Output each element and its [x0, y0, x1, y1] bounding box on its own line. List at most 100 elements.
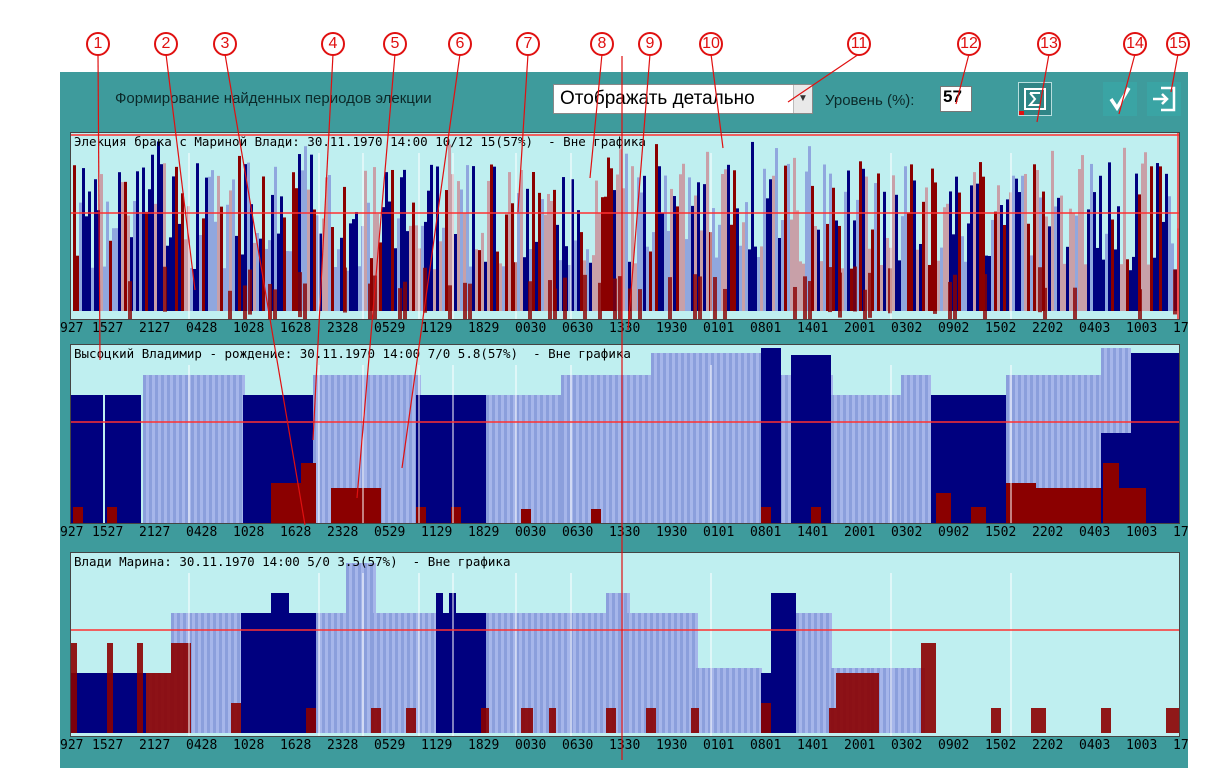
chart-bar	[145, 211, 148, 311]
chart-bar	[501, 613, 504, 733]
chart-bar	[904, 166, 907, 311]
axis-tick-label: 1330	[609, 525, 641, 540]
chart-bar	[1120, 264, 1123, 311]
sum-button[interactable]	[1018, 82, 1052, 116]
chart-bar	[781, 220, 784, 311]
chart-bar	[808, 613, 811, 733]
axis-tick-label: 1628	[280, 321, 312, 336]
chart-bar	[271, 593, 281, 733]
chart-bar	[641, 613, 644, 733]
chart-bar	[1081, 375, 1084, 523]
chart-bar	[738, 668, 741, 733]
chart-bar	[840, 395, 843, 523]
chart-bar	[922, 375, 925, 523]
axis-tick-label: 0801	[750, 525, 782, 540]
chart-bar	[331, 375, 334, 523]
chart-bar	[319, 375, 322, 523]
chart-bar	[492, 395, 495, 523]
chart-bar	[1084, 264, 1087, 311]
chart-bar	[198, 613, 201, 733]
chart-bar	[219, 613, 222, 733]
chart-bar	[723, 288, 727, 319]
chart-bar	[907, 212, 910, 311]
axis-tick-label: 1003	[1126, 738, 1158, 753]
chart-bar	[328, 175, 331, 311]
chart-bar	[529, 249, 532, 311]
chart-bar	[669, 353, 672, 523]
chart-bar	[247, 162, 250, 311]
chart-bar	[406, 375, 409, 523]
chart-bar	[236, 375, 239, 523]
chart-bar	[688, 177, 691, 311]
chart-bar	[1039, 197, 1042, 311]
chart-bar	[687, 353, 690, 523]
chart-bar	[802, 613, 805, 733]
chart-bar	[750, 668, 753, 733]
chart-bar	[331, 488, 381, 523]
chart-bar	[457, 181, 460, 311]
chart-bar	[624, 375, 627, 523]
time-axis: 927 1527 2127 0428 1028 1628 2328 0529 1129 1829 0…	[60, 738, 1188, 756]
chart-bar	[97, 210, 100, 311]
axis-tick-label: 1829	[468, 525, 500, 540]
chart-bar	[448, 285, 452, 319]
chart-bar	[149, 375, 152, 523]
chart-bar	[328, 613, 331, 733]
chart-bar	[895, 194, 898, 311]
axis-tick-label: 0529	[374, 525, 406, 540]
chart-bar	[143, 375, 146, 523]
axis-tick-label: 0902	[938, 525, 970, 540]
chart-bar	[526, 188, 529, 311]
chart-bar	[199, 235, 202, 311]
chart-bar	[723, 668, 726, 733]
chart-bar	[647, 613, 650, 733]
chart-bar	[1048, 226, 1051, 311]
chart-bar	[343, 375, 346, 523]
chart-bar	[436, 613, 486, 733]
chart-bar	[528, 395, 531, 523]
chart-bar	[137, 643, 143, 733]
chart-bar	[555, 395, 558, 523]
chart-bar	[720, 353, 723, 523]
chart-bar	[1063, 375, 1066, 523]
chart-bar	[364, 563, 367, 733]
chart-bar	[382, 375, 385, 523]
chart-bar	[582, 613, 585, 733]
chart-bar	[564, 613, 567, 733]
axis-tick-label: 0529	[374, 738, 406, 753]
chart-bar	[519, 395, 522, 523]
chart-bar	[549, 613, 552, 733]
axis-tick-label: 1502	[985, 321, 1017, 336]
chart-bar	[591, 375, 594, 523]
chart-bar	[838, 225, 841, 311]
chart-bar	[1075, 375, 1078, 523]
chart-bar	[397, 375, 400, 523]
chart-bar	[521, 509, 531, 523]
callout-marker: 11	[847, 32, 871, 56]
chart-bar	[910, 668, 913, 733]
chart-bar	[1156, 163, 1159, 311]
chart-bar	[961, 236, 964, 311]
chart-bar	[510, 395, 513, 523]
chart-bar	[201, 613, 204, 733]
chart-bar	[1021, 375, 1024, 523]
chart-bar	[829, 613, 832, 733]
chart-bar	[537, 395, 540, 523]
chart-bar	[262, 176, 265, 311]
chart-bar	[708, 353, 711, 523]
chart-bar	[430, 164, 433, 311]
chart-bar	[1159, 166, 1162, 311]
chart-bar	[676, 206, 679, 311]
chart-bar	[879, 395, 882, 523]
exit-button[interactable]	[1147, 82, 1181, 116]
chart-bar	[573, 613, 576, 733]
axis-tick-label: 1628	[280, 525, 312, 540]
chart-bar	[657, 353, 660, 523]
chart-bar	[916, 375, 919, 523]
chart-bar	[1051, 375, 1054, 523]
chart-bar	[419, 613, 422, 733]
chart-bar	[763, 168, 766, 311]
chart-bar	[589, 262, 592, 311]
chart-bar	[118, 172, 121, 311]
axis-tick-label: 1829	[468, 738, 500, 753]
